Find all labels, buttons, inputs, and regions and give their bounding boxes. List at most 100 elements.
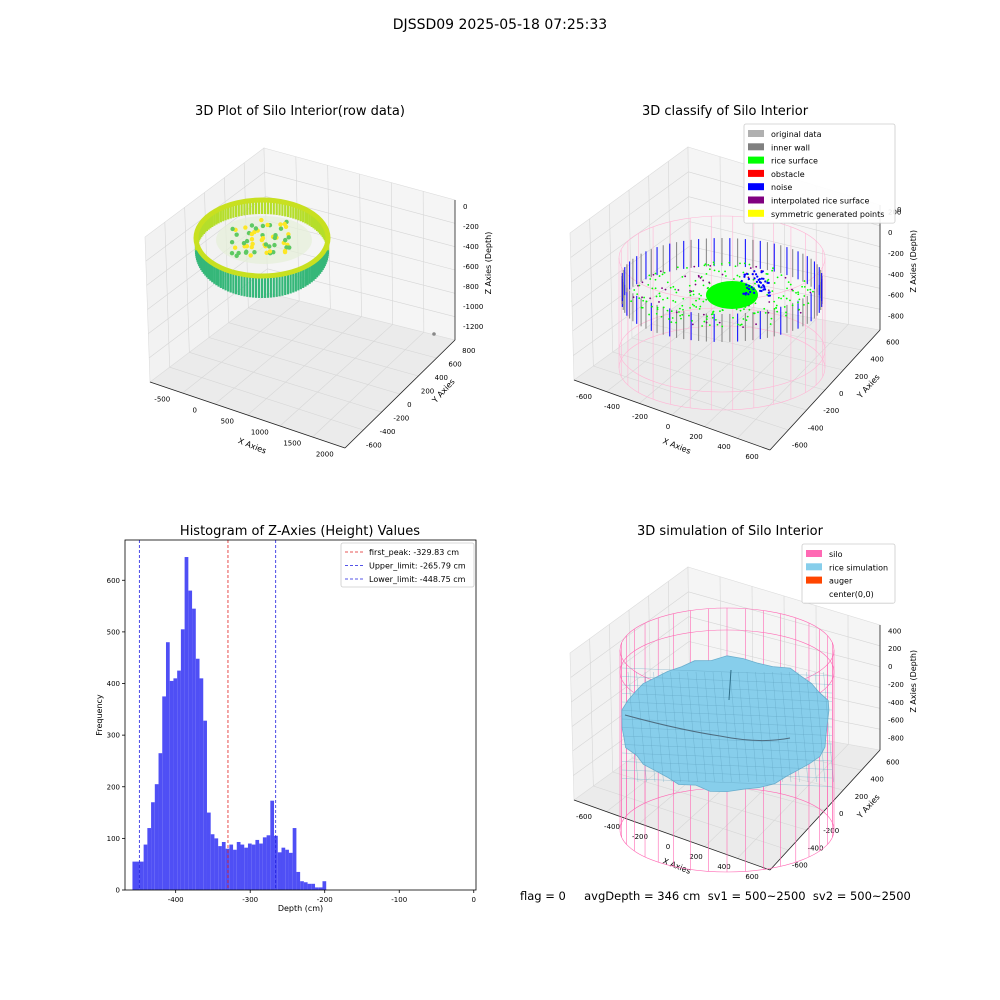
simulation-auger (728, 669, 732, 701)
classify-legend-swatch (748, 169, 764, 177)
histogram-x-tick-label: -200 (317, 896, 333, 904)
raw-y-tick-label: 400 (435, 374, 448, 382)
histogram-bar (184, 557, 189, 890)
simulation-y-axis-line (769, 749, 881, 871)
simulation-x-tick-label: -400 (604, 823, 620, 831)
histogram-bar (203, 720, 207, 890)
classify-legend-swatch (748, 156, 764, 164)
histogram-legend: first_peak: -329.83 cm Upper_limit: -265.… (340, 542, 475, 588)
classify-z-tick-label: -400 (888, 271, 904, 279)
simulation-surface-ridge (624, 714, 791, 742)
histogram-bar (266, 835, 271, 890)
classify-y-tick-label: -200 (823, 407, 839, 415)
simulation-z-tick-label: 200 (888, 645, 901, 653)
histogram-bar (218, 846, 222, 890)
raw-x-tick-label: 1000 (251, 429, 269, 437)
histogram-bar (132, 861, 140, 890)
histogram-bar (199, 678, 204, 890)
histogram-bar (147, 828, 152, 890)
histogram-bar (165, 642, 170, 890)
histogram-bar (300, 881, 304, 890)
histogram-bar (288, 852, 293, 890)
simulation-z-axis-label: Z Axies (Depth) (909, 650, 918, 713)
classify-x-axis-label: X Axies (661, 436, 692, 455)
status-footer: flag = 0 avgDepth = 346 cm sv1 = 500~250… (520, 889, 911, 903)
raw-z-tick-label: -200 (463, 223, 479, 231)
histogram-bar (236, 841, 241, 890)
raw-y-tick-label: 800 (462, 347, 475, 355)
raw-x-tick-label: 1500 (283, 440, 301, 448)
histogram-y-tick-label: 600 (107, 577, 120, 585)
simulation-x-tick-label: -200 (632, 833, 648, 841)
simulation-y-tick-label: 0 (839, 810, 843, 818)
classify-legend-swatch (748, 130, 764, 137)
histogram-y-tick-label: 200 (107, 783, 120, 791)
classify-z-tick-label: 0 (888, 229, 892, 237)
histogram-panel: -400 -300 -200 -100 0 0 100 200 300 400 500 600 Dept… (95, 539, 477, 913)
histogram-bar (270, 800, 275, 890)
simulation-legend-swatch (806, 576, 822, 584)
raw-outlier-point (432, 332, 436, 336)
classify-y-axis-line (769, 329, 881, 451)
histogram-bar (292, 828, 297, 890)
classify-x-tick-label: 0 (666, 423, 670, 431)
histogram-bar (210, 834, 215, 890)
histogram-bar (154, 784, 159, 890)
classify-z-tick-label: -600 (888, 292, 904, 300)
simulation-legend-label: center(0,0) (829, 590, 874, 599)
classify-x-tick-label: 200 (689, 433, 702, 441)
raw-y-tick-label: -200 (393, 414, 409, 422)
histogram-x-tick-label: -100 (391, 896, 407, 904)
histogram-bar (206, 812, 211, 890)
raw-x-tick-label: 0 (193, 407, 197, 415)
classify-y-tick-label: 0 (839, 390, 843, 398)
histogram-bar (229, 844, 234, 890)
histogram-legend-box (340, 542, 475, 588)
histogram-x-tick-label: -400 (168, 896, 184, 904)
histogram-bar (315, 887, 319, 890)
figure-suptitle: DJSSD09 2025-05-18 07:25:33 (392, 17, 608, 33)
raw-panel: -500 0 500 1000 1500 2000 -600 -400 -200 0 2004006… (144, 147, 493, 459)
simulation-legend-swatch (806, 550, 822, 557)
raw-x-tick-label: 500 (221, 418, 234, 426)
classify-points (621, 238, 823, 342)
histogram-bar (151, 802, 155, 890)
raw-z-tick-label: -800 (463, 283, 479, 291)
classify-x-tick-label: 600 (745, 453, 758, 461)
classify-z-tick-label: -800 (888, 312, 904, 320)
histogram-x-axis-label: Depth (cm) (278, 904, 323, 913)
histogram-bar (307, 883, 312, 890)
simulation-legend-label: silo (829, 550, 843, 559)
histogram-bar (244, 847, 248, 890)
simulation-z-tick-label: -600 (888, 717, 904, 725)
classify-x-tick-label: 400 (717, 443, 730, 451)
simulation-x-tick-label: 400 (717, 863, 730, 871)
simulation-y-tick-label: 200 (855, 793, 868, 801)
classify-legend-swatch (748, 209, 764, 217)
simulation-y-tick-label: 600 (886, 759, 899, 767)
classify-legend-swatch (748, 196, 764, 204)
classify-rice-surface-core (706, 281, 758, 309)
histogram-bar (262, 837, 267, 890)
classify-z-axis-label: Z Axies (Depth) (909, 230, 918, 293)
histogram-y-tick-label: 500 (107, 628, 120, 636)
raw-y-tick-label: -600 (366, 441, 382, 449)
histogram-frame (124, 539, 477, 891)
raw-y-tick-label: 0 (407, 401, 411, 409)
classify-panel-title: 3D classify of Silo Interior (641, 104, 809, 119)
classify-legend-box (743, 123, 896, 224)
simulation-x-axis-label: X Axies (661, 856, 692, 875)
classify-legend-label: inner wall (771, 143, 810, 152)
classify-silo-wireframe (618, 215, 826, 411)
histogram-bar (277, 852, 282, 890)
raw-y-tick-label: 200 (421, 387, 434, 395)
classify-legend-label: interpolated rice surface (771, 197, 869, 206)
raw-z-axis-label: Z Axies (Depth) (484, 232, 493, 295)
simulation-rice-mesh (621, 667, 834, 787)
classify-y-tick-label: 200 (855, 373, 868, 381)
classify-x-tick-label: -200 (632, 413, 648, 421)
simulation-legend-label: rice simulation (829, 563, 888, 572)
raw-point-cloud (193, 197, 331, 298)
histogram-y-tick-label: 300 (107, 732, 120, 740)
raw-x-axis-line (149, 381, 346, 449)
